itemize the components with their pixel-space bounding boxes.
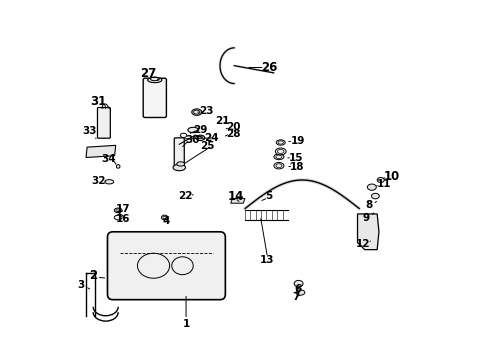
Ellipse shape: [173, 164, 186, 171]
Ellipse shape: [276, 140, 285, 145]
Text: 24: 24: [204, 133, 219, 143]
Text: 23: 23: [199, 107, 214, 116]
Polygon shape: [86, 145, 116, 157]
FancyBboxPatch shape: [174, 138, 184, 167]
Text: 26: 26: [261, 61, 277, 74]
Ellipse shape: [188, 127, 198, 133]
Ellipse shape: [274, 162, 284, 169]
Text: 13: 13: [260, 255, 275, 265]
Ellipse shape: [147, 77, 162, 83]
Text: 18: 18: [290, 162, 304, 172]
Text: 28: 28: [226, 129, 241, 139]
Ellipse shape: [371, 193, 379, 199]
Ellipse shape: [192, 109, 202, 115]
Ellipse shape: [377, 177, 384, 183]
Ellipse shape: [196, 135, 205, 140]
Ellipse shape: [294, 280, 303, 287]
Text: 27: 27: [140, 67, 156, 80]
Ellipse shape: [177, 162, 185, 166]
Text: 16: 16: [116, 214, 131, 224]
Text: 9: 9: [363, 212, 370, 222]
Text: 11: 11: [376, 179, 391, 189]
Polygon shape: [358, 214, 379, 249]
Ellipse shape: [105, 180, 114, 184]
Ellipse shape: [368, 184, 376, 190]
Text: 2: 2: [89, 269, 97, 282]
Text: 33: 33: [82, 126, 97, 136]
Text: 12: 12: [356, 239, 370, 249]
Ellipse shape: [114, 208, 122, 213]
FancyBboxPatch shape: [107, 232, 225, 300]
Text: 3: 3: [78, 280, 85, 291]
Ellipse shape: [117, 165, 120, 168]
Text: 21: 21: [216, 116, 230, 126]
Ellipse shape: [274, 154, 284, 159]
Ellipse shape: [275, 148, 286, 155]
Text: 17: 17: [116, 203, 131, 213]
FancyBboxPatch shape: [98, 108, 110, 138]
Text: 25: 25: [200, 141, 215, 151]
Text: 29: 29: [193, 125, 208, 135]
Text: 20: 20: [226, 122, 241, 132]
FancyBboxPatch shape: [143, 78, 167, 117]
Text: 4: 4: [162, 216, 170, 226]
Ellipse shape: [296, 290, 305, 295]
Text: 32: 32: [91, 176, 106, 186]
Text: 15: 15: [289, 153, 303, 163]
Ellipse shape: [114, 215, 122, 220]
Text: 19: 19: [291, 136, 305, 146]
Text: 22: 22: [178, 191, 193, 201]
Text: 30: 30: [185, 135, 199, 145]
Text: 5: 5: [265, 191, 272, 201]
Text: 6: 6: [294, 284, 301, 294]
Ellipse shape: [161, 215, 168, 220]
Text: 7: 7: [293, 292, 300, 302]
Polygon shape: [231, 199, 245, 203]
Text: 1: 1: [182, 319, 190, 329]
Text: 31: 31: [90, 95, 106, 108]
Text: 34: 34: [101, 154, 116, 164]
Text: 10: 10: [383, 170, 399, 183]
Text: 14: 14: [228, 190, 244, 203]
Text: 8: 8: [366, 200, 373, 210]
